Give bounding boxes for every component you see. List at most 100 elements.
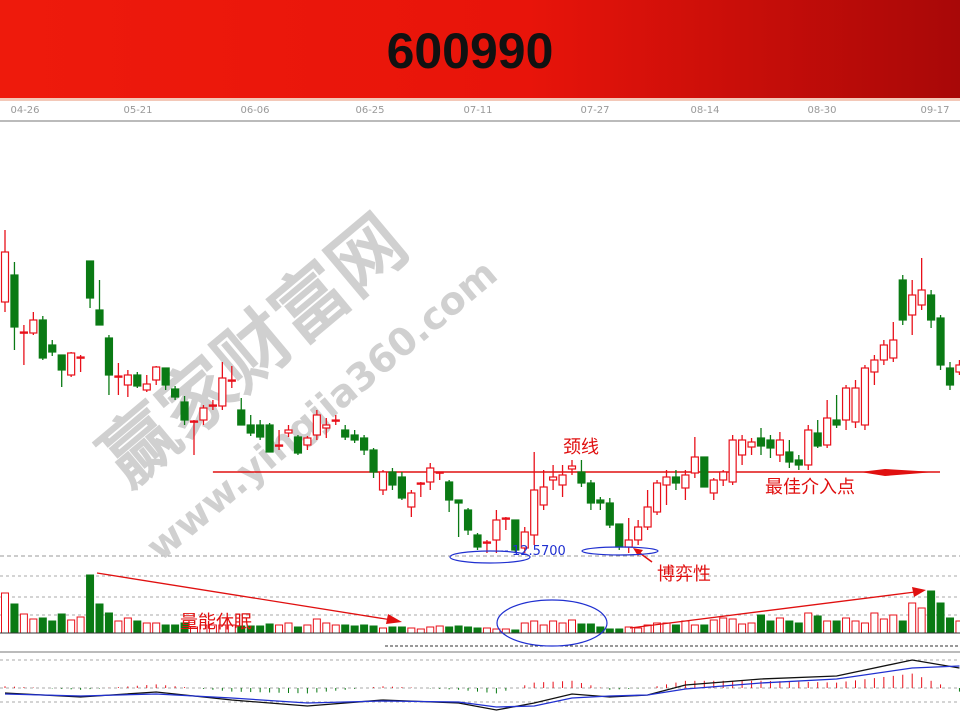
candle (879, 340, 888, 365)
candle-body (426, 467, 435, 483)
candle-body (95, 309, 104, 326)
volume-bar (454, 625, 463, 634)
title-banner: 600990 (0, 0, 960, 101)
volume-bar (57, 613, 66, 634)
candle-body (539, 486, 548, 506)
candle-body (813, 432, 822, 447)
candle-body (227, 379, 236, 382)
candle (662, 470, 671, 505)
candle-body (520, 531, 529, 549)
stock-code-title: 600990 (386, 23, 554, 79)
candle (67, 352, 76, 377)
candle (180, 396, 189, 425)
volume-bar (1, 592, 9, 634)
candle-body (67, 352, 76, 376)
volume-bar (341, 624, 350, 634)
candle-body (908, 294, 917, 316)
candle (95, 280, 104, 326)
volume-bar (161, 624, 170, 634)
volume-bar (804, 612, 813, 634)
candle (511, 519, 520, 552)
candle (492, 510, 501, 553)
volume-bar (464, 626, 473, 634)
gridlines (0, 555, 960, 703)
candle-body (511, 519, 520, 551)
candle-body (114, 375, 123, 378)
volume-bar (898, 620, 907, 634)
volume-bar (936, 602, 945, 634)
candle-body (823, 417, 832, 446)
candle (341, 425, 350, 440)
candle-body (955, 364, 960, 373)
candle (596, 497, 605, 510)
candle-body (652, 482, 662, 513)
candle (539, 470, 548, 510)
candle-body (133, 374, 142, 387)
candle (227, 366, 236, 388)
candle-body (737, 439, 747, 456)
candlesticks (0, 230, 960, 553)
candle-body (416, 482, 425, 485)
candle-body (445, 481, 454, 501)
candle (586, 480, 596, 510)
volume-bar (794, 622, 803, 634)
candle (265, 423, 274, 453)
volume-bar (123, 617, 132, 634)
volume-bar (870, 612, 879, 634)
volume-bar (322, 622, 331, 634)
candle (189, 420, 199, 455)
date-tick-label: 08-14 (690, 105, 719, 116)
volume-dormant-label: 量能休眠 (180, 612, 252, 633)
candle (19, 325, 28, 365)
candle (841, 385, 851, 430)
candle (416, 482, 425, 497)
volume-bar (946, 617, 954, 634)
candle-body (161, 367, 170, 386)
volume-bar (530, 620, 539, 634)
candle (463, 508, 473, 535)
candle-body (586, 482, 596, 504)
candle (775, 432, 785, 462)
candle (955, 360, 960, 375)
candle-body (841, 387, 851, 421)
volume-bar (133, 620, 142, 634)
candle (945, 362, 955, 390)
candle-body (435, 471, 444, 474)
candle-body (530, 489, 539, 536)
candle (256, 420, 265, 440)
candle-body (171, 388, 180, 398)
candle-body (860, 367, 870, 426)
candle-body (152, 366, 161, 381)
candle-body (76, 356, 85, 359)
candle (756, 428, 766, 455)
volume-bar (728, 618, 737, 634)
candle (747, 438, 756, 455)
candle (766, 435, 775, 458)
candle-body (293, 436, 303, 454)
volume-bar (86, 574, 95, 634)
candle (274, 430, 284, 450)
candle (199, 405, 208, 425)
volume-bar (407, 627, 416, 634)
volume-bar (851, 620, 860, 634)
candle (407, 490, 416, 517)
game-arrowhead (633, 548, 643, 556)
candle (312, 410, 321, 440)
candle-body (19, 331, 28, 334)
volume-bar (95, 603, 104, 634)
candle-body (189, 420, 199, 423)
candle-body (473, 534, 482, 548)
volume-bar (577, 623, 586, 634)
candle (652, 480, 662, 515)
candle (605, 498, 614, 528)
candle (360, 435, 369, 455)
date-tick-label: 09-17 (920, 105, 949, 116)
best-entry-arrow (860, 469, 935, 476)
volume-bar (38, 617, 47, 634)
date-tick-label: 08-30 (807, 105, 836, 116)
candle (397, 472, 406, 500)
candle (322, 418, 331, 438)
candle-body (10, 274, 19, 328)
volume-bar (813, 615, 822, 634)
macd-dif-line (4, 659, 960, 711)
